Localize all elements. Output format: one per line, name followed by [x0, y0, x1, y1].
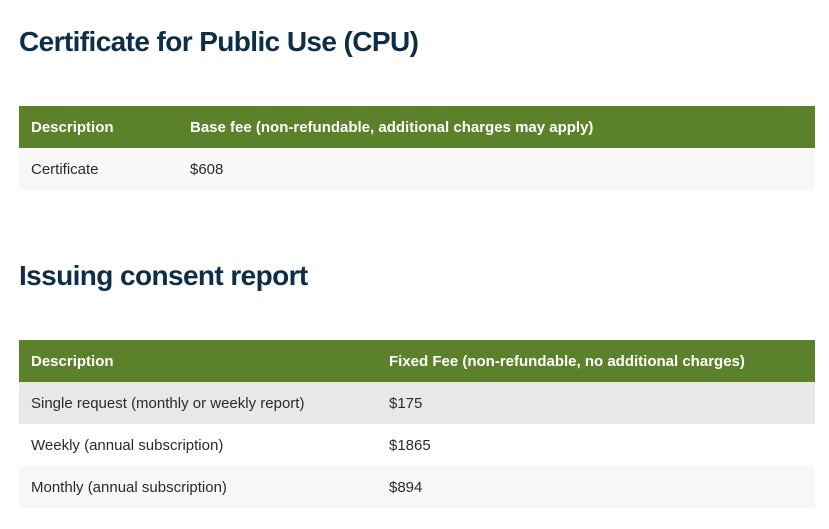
- header-cell: Fixed Fee (non-refundable, no additional…: [377, 340, 815, 382]
- section-title: Issuing consent report: [19, 260, 308, 291]
- header-row: Description Base fee (non-refundable, ad…: [19, 106, 815, 148]
- section-title: Certificate for Public Use (CPU): [19, 26, 419, 57]
- row: Monthly (annual subscription) $894: [19, 466, 815, 508]
- cell: Weekly (annual subscription): [19, 424, 377, 466]
- header-row: Description Fixed Fee (non-refundable, n…: [19, 340, 815, 382]
- header-cell: Description: [19, 106, 178, 148]
- cell: Monthly (annual subscription): [19, 466, 377, 508]
- cell: Single request (monthly or weekly report…: [19, 382, 377, 424]
- header-cell: Base fee (non-refundable, additional cha…: [178, 106, 815, 148]
- cell: $1865: [377, 424, 815, 466]
- fee-table: Description Fixed Fee (non-refundable, n…: [19, 340, 815, 508]
- fee-table: Description Base fee (non-refundable, ad…: [19, 106, 815, 190]
- row: Certificate $608: [19, 148, 815, 190]
- cell: $608: [178, 148, 815, 190]
- cell: $894: [377, 466, 815, 508]
- cell: $175: [377, 382, 815, 424]
- header-cell: Description: [19, 340, 377, 382]
- row: Weekly (annual subscription) $1865: [19, 424, 815, 466]
- cell: Certificate: [19, 148, 178, 190]
- row: Single request (monthly or weekly report…: [19, 382, 815, 424]
